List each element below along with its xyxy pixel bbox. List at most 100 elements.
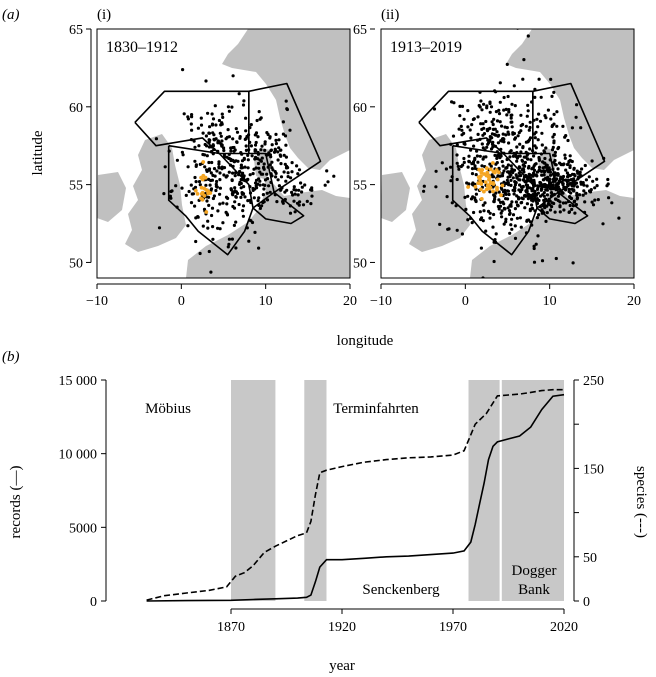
record-point (500, 160, 504, 164)
record-point (217, 165, 221, 169)
record-point (561, 124, 565, 128)
record-point (532, 244, 536, 248)
record-point (526, 166, 531, 170)
record-point (506, 175, 510, 179)
record-point (502, 180, 506, 184)
record-point (230, 105, 234, 109)
record-point (201, 224, 205, 228)
record-point (528, 125, 532, 130)
record-point (545, 188, 550, 192)
record-point (544, 197, 548, 201)
land-uk (409, 134, 470, 252)
record-point (285, 107, 289, 112)
record-point (518, 165, 522, 170)
record-point (558, 200, 562, 204)
record-point (509, 203, 513, 207)
record-point (506, 181, 510, 185)
record-point (473, 164, 477, 168)
record-point (526, 197, 531, 201)
record-point (550, 124, 554, 129)
record-point (230, 178, 234, 182)
record-point (285, 188, 289, 192)
record-point (518, 216, 523, 220)
dogger-bank-point (466, 185, 470, 189)
record-point (277, 184, 281, 188)
record-point (186, 224, 190, 228)
record-point (513, 236, 518, 240)
record-point (253, 148, 257, 152)
record-point (277, 146, 281, 150)
record-point (323, 183, 327, 187)
record-point (575, 185, 580, 189)
region-outline (167, 144, 254, 256)
record-point (545, 178, 549, 182)
record-point (519, 124, 523, 128)
record-point (444, 167, 448, 171)
record-point (474, 173, 478, 177)
record-point (572, 177, 576, 181)
record-point (556, 172, 560, 176)
ts-y2-tick-label: 150 (583, 462, 604, 477)
record-point (226, 245, 230, 249)
record-point (214, 188, 218, 193)
record-point (257, 177, 261, 181)
record-point (266, 177, 270, 181)
record-point (511, 213, 516, 217)
record-point (532, 260, 537, 264)
record-point (537, 157, 541, 161)
record-point (210, 213, 214, 218)
record-point (478, 154, 482, 158)
record-point (538, 169, 542, 173)
record-point (504, 166, 508, 170)
record-point (212, 133, 216, 137)
record-point (253, 143, 258, 147)
record-point (154, 137, 158, 141)
record-point (548, 203, 552, 207)
record-point (242, 185, 246, 189)
record-point (509, 223, 513, 227)
dogger-bank-point (480, 168, 485, 172)
record-point (283, 134, 288, 138)
record-point (526, 103, 530, 107)
record-point (508, 155, 512, 159)
y-tick-label: 50 (69, 256, 83, 271)
record-point (244, 129, 248, 133)
record-point (551, 183, 555, 187)
record-point (234, 220, 238, 224)
record-point (219, 142, 223, 147)
record-point (193, 145, 197, 149)
record-point (583, 200, 587, 204)
record-point (563, 156, 567, 160)
y-tick-label: 65 (353, 23, 367, 38)
record-point (519, 201, 523, 205)
record-point (187, 189, 191, 194)
record-point (269, 149, 273, 153)
record-point (479, 217, 483, 222)
dogger-bank-point (500, 183, 505, 188)
record-point (476, 115, 480, 119)
record-point (504, 133, 508, 137)
map-1913-2019: (ii) 1913–2019 −10 0 10 20 50 55 60 65 (353, 7, 641, 309)
record-point (537, 77, 541, 81)
record-point (488, 100, 492, 104)
record-point (232, 160, 236, 164)
record-point (249, 219, 253, 223)
record-point (157, 226, 162, 230)
record-point (485, 129, 490, 133)
axes-layer: −10 0 10 20 50 55 60 65 (69, 23, 357, 309)
dogger-bank-point (499, 193, 503, 198)
record-point (466, 165, 470, 169)
record-point (282, 153, 286, 157)
record-point (528, 147, 532, 151)
record-point (189, 183, 193, 187)
ts-y2-tick-label: 0 (583, 595, 590, 610)
record-point (227, 109, 231, 113)
record-point (544, 116, 548, 120)
record-point (269, 155, 273, 159)
record-point (518, 183, 522, 187)
record-point (472, 117, 476, 121)
land-ireland (97, 172, 126, 222)
shaded-period (501, 380, 564, 601)
record-point (474, 199, 478, 204)
record-point (211, 117, 216, 121)
